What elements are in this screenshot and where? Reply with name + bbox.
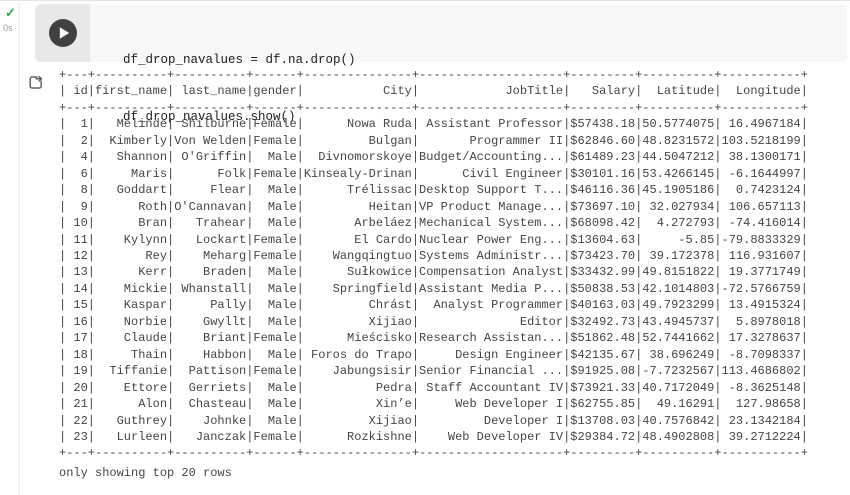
code-line-2: df_drop_navalues.show() — [123, 110, 296, 124]
execution-time-label: 0s — [3, 23, 13, 33]
run-cell-button[interactable] — [48, 18, 78, 48]
code-line-1: df_drop_navalues = df.na.drop() — [123, 53, 356, 67]
cell-success-check-icon: ✓ — [5, 5, 16, 20]
output-footer-note: only showing top 20 rows — [59, 466, 232, 480]
top-divider — [0, 0, 850, 1]
dataframe-output-table: +---+----------+----------+------+------… — [59, 68, 808, 461]
code-editor[interactable]: df_drop_navalues = df.na.drop() df_drop_… — [90, 4, 847, 124]
cell-left-rule — [19, 3, 20, 495]
output-indicator-icon — [27, 74, 44, 91]
play-icon — [48, 19, 77, 47]
run-button-strip — [35, 4, 90, 62]
code-cell: df_drop_navalues = df.na.drop() df_drop_… — [35, 4, 847, 124]
